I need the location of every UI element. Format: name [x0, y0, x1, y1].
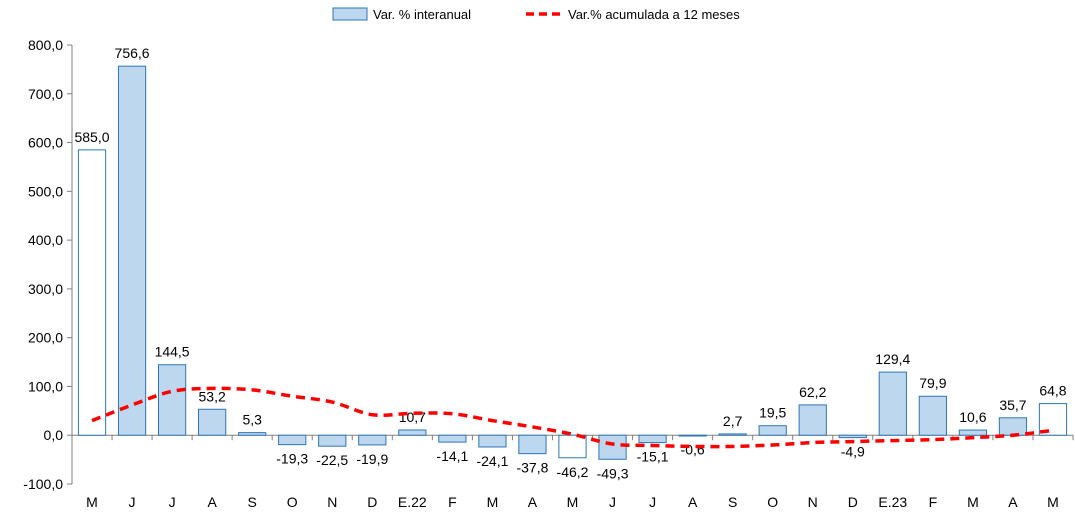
bar	[638, 434, 667, 444]
x-tick-label: M	[1047, 494, 1059, 510]
bar-data-label: 79,9	[919, 375, 946, 391]
y-tick-label: 200,0	[28, 330, 63, 346]
bar-data-label: 64,8	[1039, 383, 1066, 399]
x-tick-label: F	[929, 494, 938, 510]
x-tick-label: J	[609, 494, 616, 510]
bar-data-label: 129,4	[875, 351, 910, 367]
y-tick-label: 700,0	[28, 86, 63, 102]
bar	[678, 434, 707, 437]
x-tick-label: A	[688, 494, 698, 510]
bar-data-label: 62,2	[799, 384, 826, 400]
bar	[157, 364, 187, 436]
x-tick-label: S	[248, 494, 257, 510]
bar-data-label: 19,5	[759, 405, 786, 421]
y-tick-label: -100,0	[23, 476, 63, 492]
bar-data-label: -19,9	[356, 451, 388, 467]
bar-data-label: -49,3	[597, 465, 629, 481]
x-tick-label: A	[207, 494, 217, 510]
x-tick-label: A	[1008, 494, 1018, 510]
x-tick-label: M	[487, 494, 499, 510]
bar-data-label: 5,3	[242, 412, 262, 428]
x-tick-label: D	[848, 494, 858, 510]
bar-series	[77, 65, 1068, 460]
bar-data-label: 756,6	[115, 45, 150, 61]
y-tick-label: 300,0	[28, 281, 63, 297]
bar	[198, 408, 227, 436]
y-tick-label: 800,0	[28, 37, 63, 53]
y-tick-label: 500,0	[28, 183, 63, 199]
bar-data-label: 53,2	[199, 388, 226, 404]
x-tick-label: F	[448, 494, 457, 510]
bar	[998, 417, 1028, 436]
bar	[318, 434, 347, 447]
y-tick-label: 100,0	[28, 378, 63, 394]
bar-data-label: 35,7	[999, 397, 1026, 413]
bar	[798, 404, 827, 436]
bar-data-label: -14,1	[436, 448, 468, 464]
y-tick-label: 600,0	[28, 135, 63, 151]
x-tick-label: O	[287, 494, 298, 510]
line-series	[91, 386, 1054, 449]
x-tick-label: N	[808, 494, 818, 510]
legend-swatch-bar	[332, 7, 368, 21]
bar-data-label: 2,7	[723, 413, 743, 429]
x-tick-label: M	[967, 494, 979, 510]
legend-label-line: Var.% acumulada a 12 meses	[568, 7, 740, 22]
bar-data-label: 585,0	[74, 129, 109, 145]
bar	[238, 432, 267, 436]
x-tick-label: J	[129, 494, 136, 510]
y-tick-label: 400,0	[28, 232, 63, 248]
x-tick-label: J	[649, 494, 656, 510]
x-tick-label: D	[367, 494, 377, 510]
bar	[117, 65, 147, 436]
bar-data-label: 10,6	[959, 409, 986, 425]
x-tick-label: M	[86, 494, 98, 510]
bar	[878, 371, 907, 436]
bar	[358, 434, 387, 446]
bar	[478, 434, 507, 448]
bar	[598, 434, 627, 460]
bar-data-label: -15,1	[637, 449, 669, 465]
bar-data-label: -24,1	[476, 453, 508, 469]
x-axis-labels: M J J A S O N D E.22 F M A M J J A S O N D E.23 F M A M	[86, 494, 1059, 510]
bar	[398, 429, 427, 436]
bar-data-label: -0,6	[681, 442, 705, 458]
bar	[718, 433, 747, 436]
bar	[558, 434, 587, 459]
x-tick-label: M	[567, 494, 579, 510]
bar	[77, 149, 107, 436]
bar	[958, 429, 988, 436]
cumulative-line	[91, 386, 1054, 449]
x-tick-label: O	[767, 494, 778, 510]
chart-legend: Var. % interanual Var.% acumulada a 12 m…	[332, 7, 740, 22]
x-tick-label: J	[169, 494, 176, 510]
x-tick-label: E.23	[878, 494, 907, 510]
bar	[758, 425, 787, 436]
bar	[278, 434, 307, 446]
x-tick-label: N	[327, 494, 337, 510]
bar	[438, 434, 467, 443]
bar-data-labels: 585,0 756,6 144,5 53,2 5,3 -19,3 -22,5 -19,9 10,…	[74, 45, 1066, 481]
bar-data-label: -37,8	[516, 460, 548, 476]
legend-label-bar: Var. % interanual	[373, 7, 471, 22]
y-tick-label: 0,0	[44, 427, 64, 443]
x-tick-label: S	[728, 494, 737, 510]
bar-data-label: -46,2	[557, 464, 589, 480]
bar-data-label: -22,5	[316, 452, 348, 468]
bar-data-label: -4,9	[841, 444, 865, 460]
x-tick-label: E.22	[398, 494, 427, 510]
bar	[918, 395, 947, 436]
bar	[518, 434, 547, 455]
bar-data-label: 144,5	[155, 344, 190, 360]
bar	[838, 434, 867, 439]
x-tick-label: A	[528, 494, 538, 510]
bar-data-label: -19,3	[276, 451, 308, 467]
